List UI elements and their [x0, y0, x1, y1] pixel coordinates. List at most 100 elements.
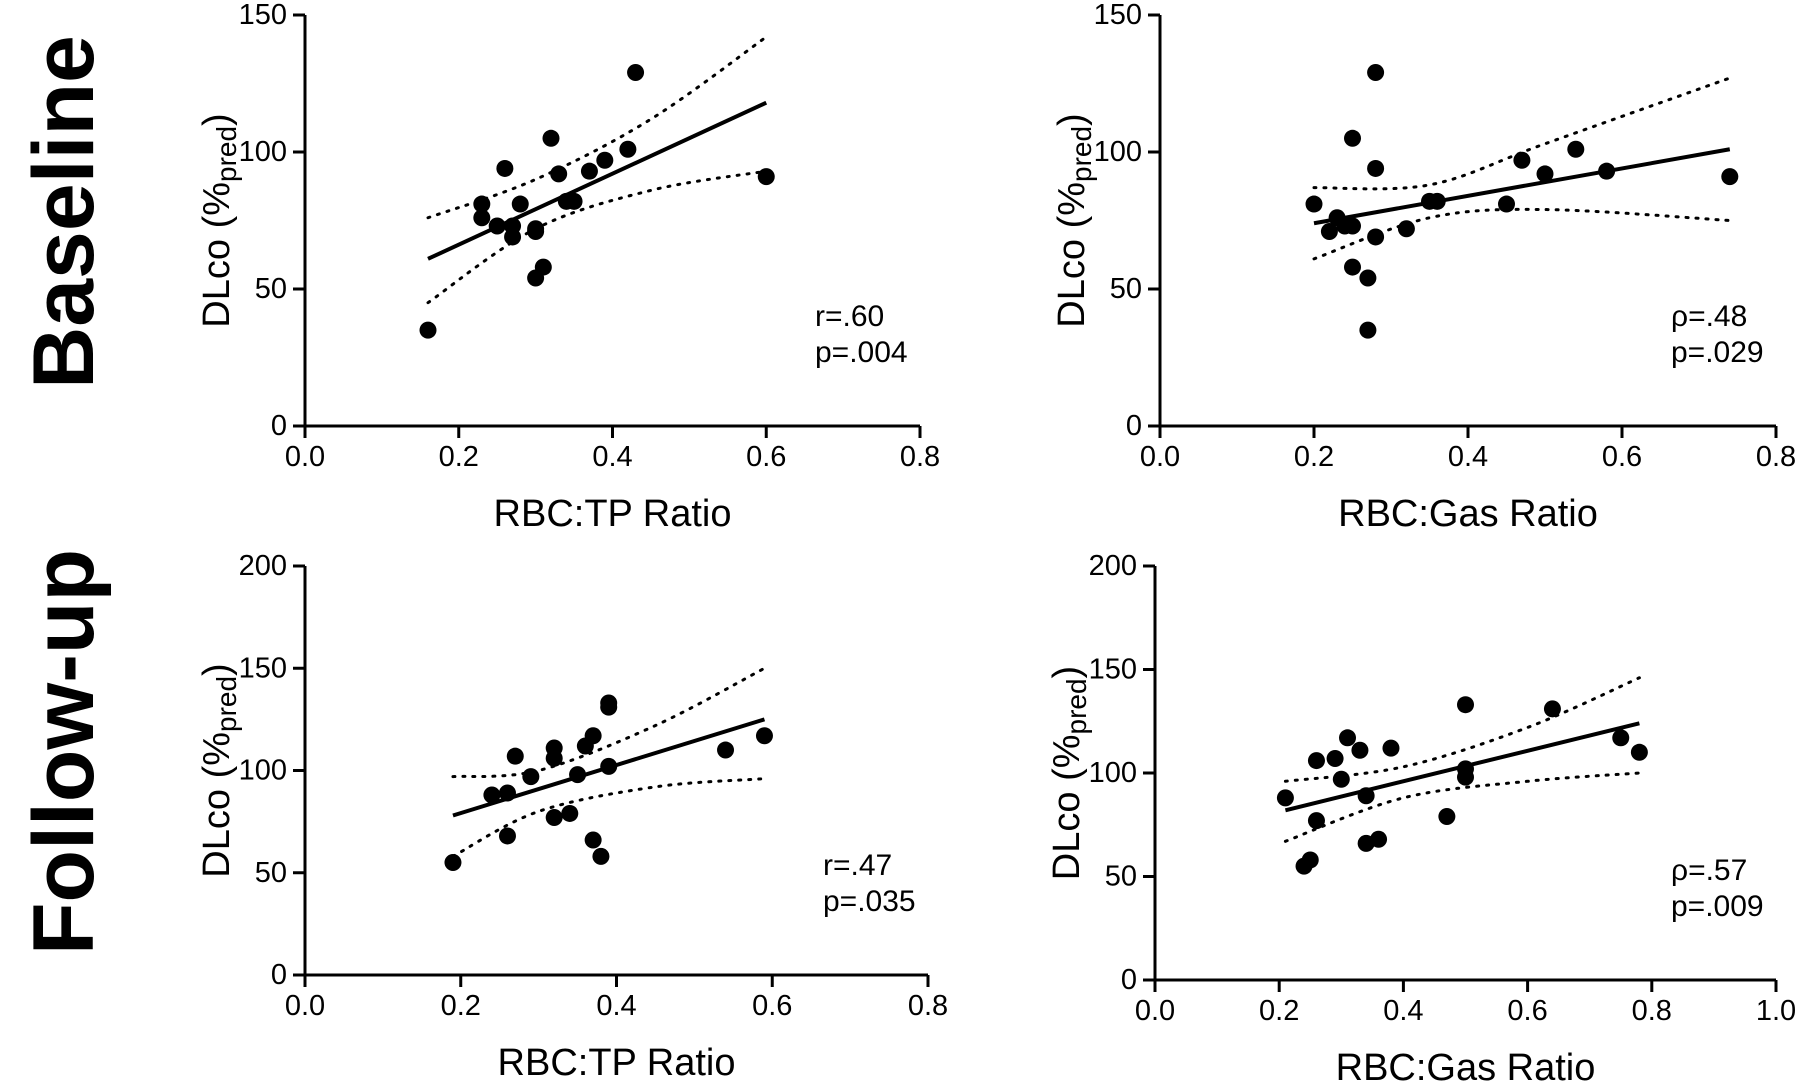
regression-line	[427, 100, 768, 261]
data-point	[565, 192, 583, 210]
y-axis-title-subscript: pred	[211, 676, 242, 732]
y-tick-label: 100	[1094, 136, 1142, 168]
confidence-band-upper	[1283, 676, 1641, 783]
data-point	[534, 258, 552, 276]
x-axis-title: RBC:TP Ratio	[494, 493, 732, 535]
y-axis-title: DLco (%pred)	[196, 663, 242, 877]
correlation-coefficient: r=.47	[823, 849, 892, 882]
confidence-band-lower	[1312, 207, 1732, 261]
data-point	[1339, 729, 1357, 747]
data-point	[561, 804, 579, 822]
data-point	[1513, 151, 1531, 169]
y-tick-label: 50	[1110, 273, 1142, 305]
data-point	[1351, 741, 1369, 759]
x-tick-label: 0.6	[746, 441, 786, 473]
data-point	[488, 217, 506, 235]
correlation-coefficient: ρ=.57	[1671, 854, 1747, 887]
data-point	[506, 747, 524, 765]
x-tick-label: 0.2	[1294, 441, 1334, 473]
data-point	[1357, 787, 1375, 805]
data-point	[511, 195, 529, 213]
data-point	[1320, 222, 1338, 240]
data-point	[717, 741, 735, 759]
x-tick-label: 0.8	[908, 990, 948, 1022]
data-point	[1307, 752, 1325, 770]
confidence-band-lower	[1283, 771, 1641, 843]
data-point	[600, 757, 618, 775]
x-tick-label: 0.8	[900, 441, 940, 473]
chart-panel-4: 0 50 100 150 200 0.0 0.2 0.4 0.6 0.8 1.0 RBC:Gas Ra…	[1046, 550, 1796, 1089]
p-value: p=.035	[823, 885, 916, 918]
data-point	[542, 129, 560, 147]
y-tick-label: 0	[271, 959, 287, 991]
y-tick-label: 0	[271, 410, 287, 442]
chart-panel-1: 0 50 100 150 0.0 0.2 0.4 0.6 0.8 RBC:TP Ratio DLco…	[196, 0, 940, 535]
data-point	[596, 151, 614, 169]
data-point	[755, 727, 773, 745]
data-point	[1721, 168, 1739, 186]
data-point	[483, 786, 501, 804]
y-axis-title-subscript: pred	[1061, 678, 1092, 734]
x-tick-label: 0.2	[441, 990, 481, 1022]
y-axis-title-close: )	[1051, 113, 1093, 126]
data-point	[498, 827, 516, 845]
y-tick-label: 100	[239, 136, 287, 168]
data-point	[498, 784, 516, 802]
data-point	[619, 140, 637, 158]
data-point	[1307, 812, 1325, 830]
data-point	[444, 854, 462, 872]
y-tick-label: 150	[239, 652, 287, 684]
data-point	[1536, 165, 1554, 183]
data-point	[1428, 192, 1446, 210]
row-label-follow-up: Follow-up	[16, 549, 112, 955]
data-point	[1543, 700, 1561, 718]
data-point	[473, 195, 491, 213]
data-point	[1457, 696, 1474, 714]
x-tick-label: 0.4	[1383, 995, 1423, 1027]
x-tick-label: 0.8	[1632, 995, 1672, 1027]
y-axis-title-main: DLco (%	[1051, 182, 1093, 328]
data-point	[757, 168, 775, 186]
x-tick-label: 0.4	[596, 990, 636, 1022]
data-point	[1598, 162, 1616, 180]
confidence-band-upper	[451, 666, 766, 779]
y-tick-label: 100	[239, 755, 287, 787]
x-tick-label: 0.6	[752, 990, 792, 1022]
data-point	[545, 749, 563, 767]
y-tick-label: 200	[1089, 550, 1137, 582]
data-point	[550, 165, 568, 183]
data-point	[627, 64, 645, 82]
data-point	[1382, 739, 1400, 757]
data-point	[1326, 750, 1344, 768]
y-axis-title-close: )	[196, 113, 238, 126]
confidence-band-upper	[1312, 76, 1732, 191]
data-point	[1305, 195, 1323, 213]
data-point	[522, 768, 540, 786]
confidence-band-lower	[451, 777, 766, 858]
y-axis-title: DLco (%pred)	[196, 113, 242, 327]
data-point	[1438, 807, 1456, 825]
data-point	[1457, 768, 1474, 786]
y-tick-label: 50	[255, 273, 287, 305]
x-axis-title: RBC:Gas Ratio	[1338, 493, 1598, 535]
regression-line	[1313, 147, 1731, 226]
y-tick-label: 100	[1089, 757, 1137, 789]
data-point	[584, 727, 602, 745]
y-tick-label: 150	[1094, 0, 1142, 31]
data-point	[1367, 64, 1385, 82]
y-tick-label: 50	[1105, 861, 1137, 893]
data-point	[527, 222, 545, 240]
y-tick-label: 0	[1126, 410, 1142, 442]
x-axis-title: RBC:Gas Ratio	[1336, 1047, 1596, 1089]
correlation-coefficient: ρ=.48	[1671, 300, 1747, 333]
y-axis-title: DLco (%pred)	[1051, 113, 1097, 327]
y-tick-label: 50	[255, 857, 287, 889]
data-point	[1344, 258, 1361, 276]
y-axis-title-close: )	[196, 663, 238, 676]
p-value: p=.004	[815, 336, 908, 369]
p-value: p=.009	[1671, 890, 1764, 923]
data-point	[569, 766, 587, 784]
data-point	[1344, 129, 1361, 147]
x-tick-label: 0.0	[285, 441, 325, 473]
